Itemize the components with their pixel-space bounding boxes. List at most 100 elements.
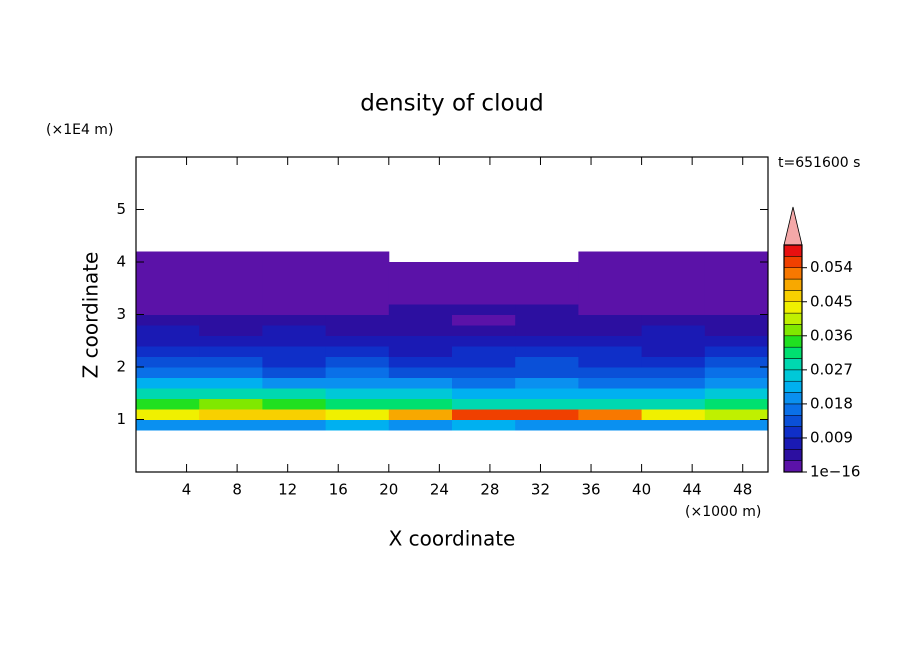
cell [641, 377, 706, 389]
cell [262, 398, 327, 410]
cell [388, 272, 453, 284]
cell [388, 314, 453, 326]
cell [136, 346, 200, 357]
cell [388, 356, 453, 368]
colorbar-segment [783, 415, 803, 427]
cell [641, 388, 706, 399]
cell [578, 346, 643, 357]
y-tick-label: 5 [116, 200, 126, 218]
cell [199, 325, 263, 336]
cell [452, 262, 516, 273]
cell [388, 304, 453, 315]
colorbar-tick-label: 0.009 [810, 428, 853, 446]
colorbar-segment [783, 267, 803, 280]
x-tick-label: 12 [278, 481, 297, 499]
cell [388, 419, 453, 431]
cell [641, 409, 706, 420]
cell [325, 304, 390, 315]
cell [641, 272, 706, 284]
cell [388, 283, 453, 294]
cell [641, 325, 706, 336]
cell [262, 262, 327, 273]
cell [452, 314, 516, 326]
x-tick-label: 40 [632, 481, 651, 499]
cell [704, 272, 769, 284]
cell [136, 293, 200, 305]
cell [452, 335, 516, 347]
cell [452, 388, 516, 399]
colorbar-segment [783, 312, 803, 325]
cell [704, 346, 769, 357]
cell [704, 409, 769, 420]
cell [262, 272, 327, 284]
cell [578, 325, 643, 336]
cell [452, 272, 516, 284]
cell [325, 346, 390, 357]
colorbar-segment [783, 256, 803, 268]
cell [262, 409, 327, 420]
cell [388, 262, 453, 273]
cell [641, 346, 706, 357]
cell [578, 419, 643, 431]
cell [578, 388, 643, 399]
cell [515, 346, 579, 357]
colorbar-tick-label: 1e−16 [810, 463, 860, 481]
colorbar-segment [783, 244, 803, 257]
colorbar-segment [783, 449, 803, 461]
cell [262, 346, 327, 357]
cell [199, 251, 263, 263]
x-tick-label: 20 [379, 481, 398, 499]
cell [262, 335, 327, 347]
x-unit: (×1000 m) [685, 504, 761, 520]
cell [515, 356, 579, 368]
cell [199, 283, 263, 294]
cell [199, 304, 263, 315]
colorbar-segment [783, 301, 803, 314]
cell [578, 398, 643, 410]
colorbar-segment [783, 437, 803, 450]
cell [136, 388, 200, 399]
colorbar-segment [783, 290, 803, 302]
colorbar-segment [783, 392, 803, 405]
cell [136, 304, 200, 315]
cell [578, 314, 643, 326]
cell [452, 346, 516, 357]
cell [704, 325, 769, 336]
cell [262, 356, 327, 368]
y-unit: (×1E4 m) [46, 122, 113, 138]
cell [641, 356, 706, 368]
cell [452, 419, 516, 431]
cell [199, 262, 263, 273]
cell [136, 262, 200, 273]
cell [136, 409, 200, 420]
cell [136, 251, 200, 263]
cell [325, 367, 390, 378]
cell [641, 251, 706, 263]
cell [578, 304, 643, 315]
colorbar-segment [783, 358, 803, 371]
x-tick-label: 16 [329, 481, 348, 499]
colorbar-tick-label: 0.036 [810, 326, 853, 344]
cell [325, 293, 390, 305]
cell [136, 367, 200, 378]
cell [262, 251, 327, 263]
x-tick-label: 8 [232, 481, 242, 499]
cell [452, 377, 516, 389]
y-tick-label: 3 [116, 305, 126, 323]
cell [136, 283, 200, 294]
chart-title: density of cloud [360, 91, 543, 117]
cell [515, 283, 579, 294]
cell [578, 409, 643, 420]
y-tick-label: 4 [116, 253, 126, 271]
x-tick-label: 32 [531, 481, 550, 499]
cell [452, 283, 516, 294]
cell [641, 262, 706, 273]
cell [515, 398, 579, 410]
colorbar-segment [783, 335, 803, 348]
cell [704, 335, 769, 347]
cell [641, 304, 706, 315]
cell [578, 283, 643, 294]
cell [325, 335, 390, 347]
cell [199, 398, 263, 410]
